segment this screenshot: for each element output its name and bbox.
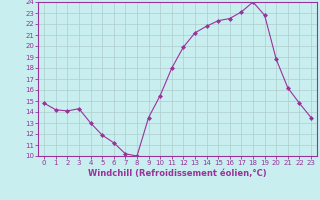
X-axis label: Windchill (Refroidissement éolien,°C): Windchill (Refroidissement éolien,°C) bbox=[88, 169, 267, 178]
